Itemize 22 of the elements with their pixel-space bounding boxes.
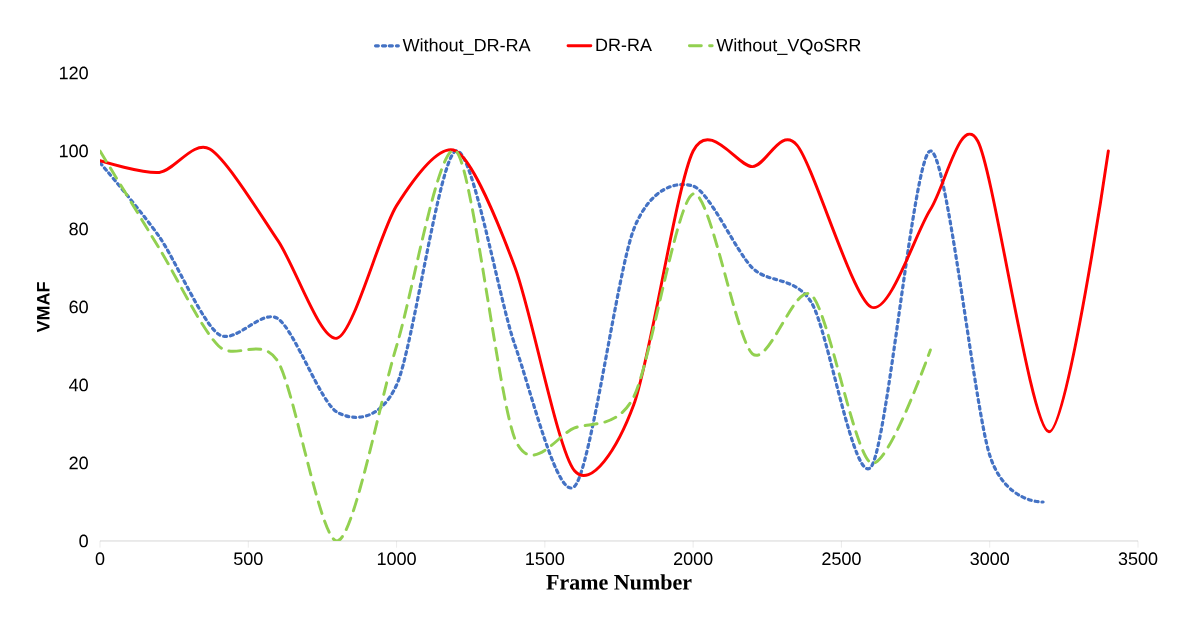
y-tick-label: 80	[69, 222, 88, 236]
y-tick-label: 100	[59, 144, 88, 158]
y-tick-label: 120	[59, 66, 88, 80]
legend-label: Without_VQoSRR	[716, 38, 861, 55]
legend-label: Without_DR-RA	[402, 38, 531, 55]
y-axis-title: VMAF	[37, 282, 50, 333]
x-tick-label: 2500	[822, 552, 861, 566]
y-tick-label: 0	[79, 534, 88, 548]
x-tick-label: 1500	[526, 552, 565, 566]
line-series	[100, 149, 1045, 504]
legend-label: DR-RA	[596, 38, 652, 52]
x-tick-label: 2000	[674, 552, 713, 566]
line-series	[100, 149, 932, 541]
x-tick-label: 3500	[1118, 552, 1158, 566]
x-tick-label: 500	[233, 552, 263, 566]
x-tick-label: 3000	[970, 552, 1010, 566]
x-tick-label: 1000	[377, 552, 416, 566]
x-tick-label: 0	[95, 552, 105, 566]
y-tick-label: 40	[69, 378, 88, 392]
y-tick-label: 60	[69, 300, 88, 314]
y-tick-label: 20	[69, 456, 88, 470]
x-axis-title: Frame Number	[546, 574, 692, 590]
